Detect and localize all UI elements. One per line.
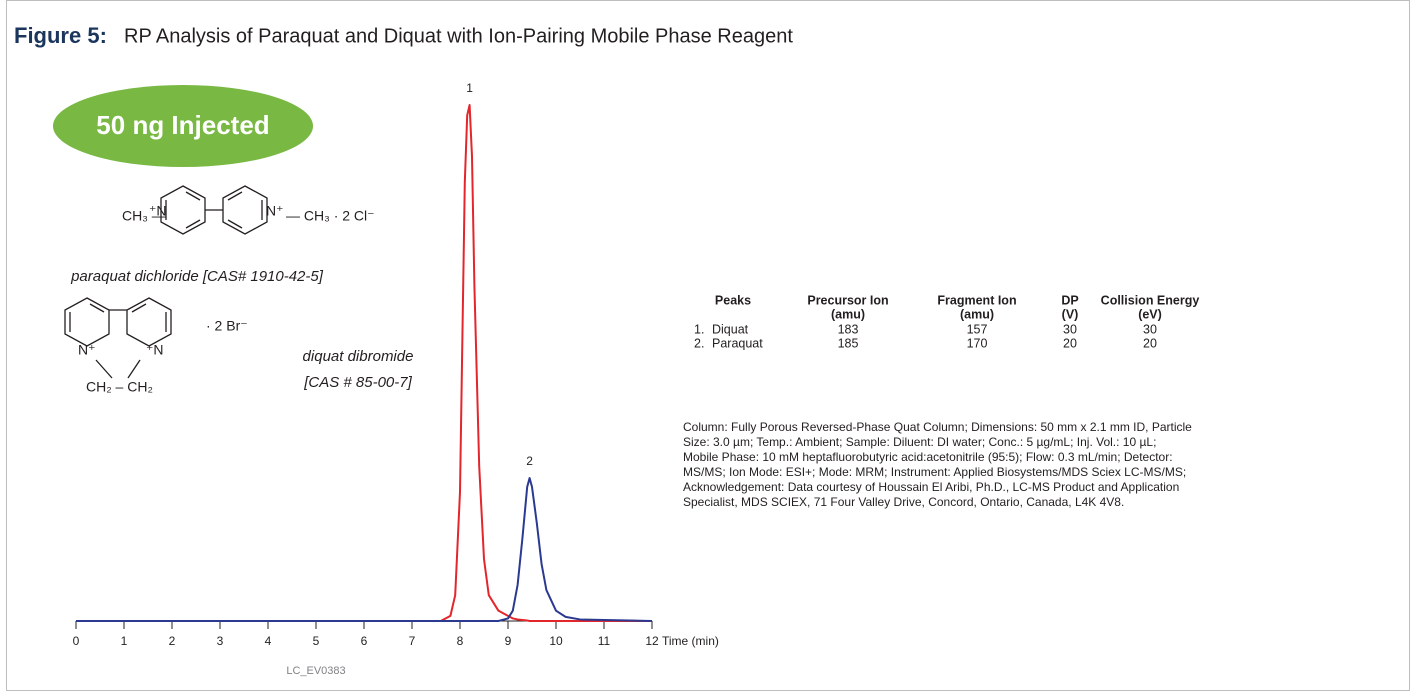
table-header: DP xyxy=(1061,293,1078,307)
x-tick-label: 4 xyxy=(265,634,272,648)
x-tick-label: 12 xyxy=(645,634,659,648)
structure-label: — CH₃ · 2 Cl⁻ xyxy=(286,208,375,224)
table-cell: 185 xyxy=(838,336,859,350)
x-tick-label: 6 xyxy=(361,634,368,648)
badge xyxy=(53,85,313,167)
structure-label: ⁺N xyxy=(149,203,167,219)
x-axis-label: Time (min) xyxy=(662,634,719,648)
description-line: Acknowledgement: Data courtesy of Houssa… xyxy=(683,480,1179,494)
table-header: Collision Energy xyxy=(1101,293,1200,307)
table-cell: Paraquat xyxy=(712,336,763,350)
description-line: Mobile Phase: 10 mM heptafluorobutyric a… xyxy=(683,450,1173,464)
table-cell: 20 xyxy=(1063,336,1077,350)
structure-label: · 2 Br⁻ xyxy=(206,318,248,334)
description-line: MS/MS; Ion Mode: ESI+; Mode: MRM; Instru… xyxy=(683,465,1186,479)
x-tick-label: 10 xyxy=(549,634,563,648)
description-line: Specialist, MDS SCIEX, 71 Four Valley Dr… xyxy=(683,495,1124,509)
structure-drawing xyxy=(64,185,268,379)
table-cell: Diquat xyxy=(712,322,749,336)
structure-caption: [CAS # 85-00-7] xyxy=(303,374,412,391)
table-cell: 1. xyxy=(694,322,704,336)
structure-label: CH₂ – CH₂ xyxy=(86,379,153,395)
description-line: Size: 3.0 µm; Temp.: Ambient; Sample: Di… xyxy=(683,435,1156,449)
table-cell: 183 xyxy=(838,322,859,336)
peak-label: 1 xyxy=(466,81,473,95)
x-tick-label: 5 xyxy=(313,634,320,648)
table-cell: 20 xyxy=(1143,336,1157,350)
table-header: Fragment Ion xyxy=(937,293,1016,307)
trace xyxy=(76,104,652,622)
table-cell: 157 xyxy=(967,322,988,336)
table-header: (amu) xyxy=(831,307,865,321)
description-line: Column: Fully Porous Reversed-Phase Quat… xyxy=(683,420,1192,434)
x-tick-label: 0 xyxy=(73,634,80,648)
figure-label: Figure 5: xyxy=(14,23,107,48)
table-header: Precursor Ion xyxy=(807,293,888,307)
structure-caption: paraquat dichloride [CAS# 1910-42-5] xyxy=(70,268,324,285)
figure-title: RP Analysis of Paraquat and Diquat with … xyxy=(124,25,793,47)
table-cell: 170 xyxy=(967,336,988,350)
x-tick-label: 11 xyxy=(598,634,611,648)
trace xyxy=(76,477,653,622)
x-tick-label: 8 xyxy=(457,634,464,648)
table-header: (eV) xyxy=(1138,307,1162,321)
frame xyxy=(6,0,1410,691)
table-header: (amu) xyxy=(960,307,994,321)
x-tick-label: 7 xyxy=(409,634,416,648)
table-cell: 30 xyxy=(1063,322,1077,336)
x-tick-label: 3 xyxy=(217,634,224,648)
peak-label: 2 xyxy=(526,454,533,468)
badge-text: 50 ng Injected xyxy=(96,110,269,140)
structure-label: N⁺ xyxy=(266,203,284,219)
table-header: (V) xyxy=(1062,307,1079,321)
x-tick-label: 1 xyxy=(121,634,128,648)
footnote: LC_EV0383 xyxy=(286,665,345,677)
table-header: Peaks xyxy=(715,293,751,307)
table-cell: 2. xyxy=(694,336,704,350)
table-cell: 30 xyxy=(1143,322,1157,336)
x-tick-label: 9 xyxy=(505,634,512,648)
structure-label: ⁺N xyxy=(146,342,164,358)
structure-caption: diquat dibromide xyxy=(303,348,414,365)
structure-label: CH₃ — xyxy=(122,208,166,224)
x-tick-label: 2 xyxy=(169,634,176,648)
structure-label: N⁺ xyxy=(78,342,96,358)
